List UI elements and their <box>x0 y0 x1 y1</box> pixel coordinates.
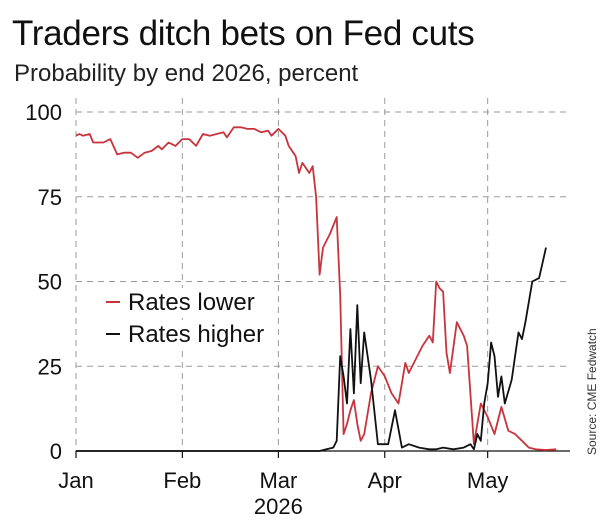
legend-label: Rates higher <box>128 321 264 348</box>
x-year-label: 2026 <box>254 494 303 519</box>
chart-subtitle: Probability by end 2026, percent <box>14 60 359 87</box>
series-line-rates-higher <box>76 247 547 452</box>
legend: Rates lower Rates higher <box>100 288 270 350</box>
y-tick-label: 25 <box>38 354 62 379</box>
legend-bg <box>100 320 270 350</box>
y-tick-label: 100 <box>25 100 62 125</box>
series-line-rates-lower <box>75 126 557 451</box>
x-tick-label: May <box>467 468 509 493</box>
x-tick-label: Jan <box>58 468 93 493</box>
y-tick-label: 75 <box>38 185 62 210</box>
series-lines <box>75 126 557 452</box>
x-tick-label: Mar <box>259 468 297 493</box>
y-tick-label: 0 <box>50 439 62 464</box>
y-tick-label: 50 <box>38 270 62 295</box>
legend-label: Rates lower <box>128 289 255 316</box>
x-tick-label: Feb <box>163 468 201 493</box>
x-tick-label: Apr <box>368 468 402 493</box>
legend-bg <box>100 288 261 318</box>
source-note: Source: CME Fedwatch <box>585 328 599 455</box>
chart-title: Traders ditch bets on Fed cuts <box>12 14 475 53</box>
y-axis-ticks: 0 25 50 75 100 <box>25 100 62 464</box>
x-axis-ticks: Jan Feb Mar Apr May 2026 <box>58 451 508 519</box>
